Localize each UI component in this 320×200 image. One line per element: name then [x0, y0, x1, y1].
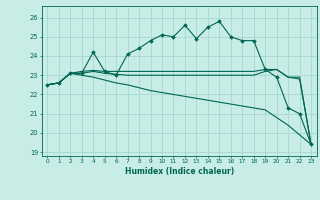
- X-axis label: Humidex (Indice chaleur): Humidex (Indice chaleur): [124, 167, 234, 176]
